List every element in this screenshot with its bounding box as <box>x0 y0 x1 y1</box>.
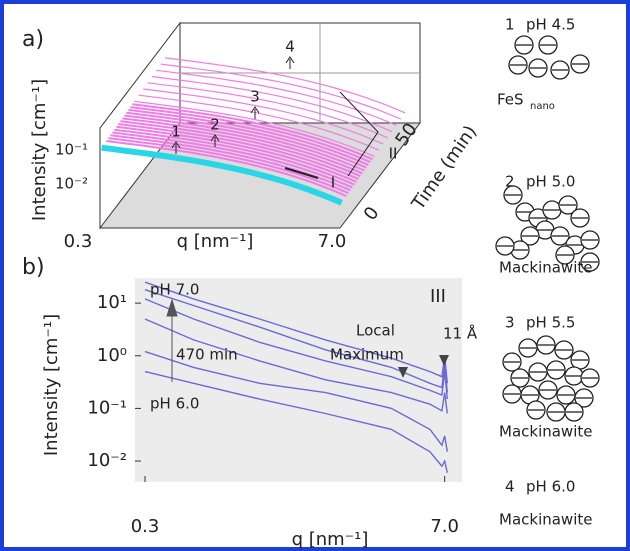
annotation: III <box>430 286 446 307</box>
panel-label: b) <box>22 255 45 280</box>
y-label: Intensity [cm⁻¹] <box>29 79 50 221</box>
marker-label: 2 <box>210 116 220 134</box>
step-caption: FeS <box>497 91 524 109</box>
step-number: 1 <box>505 16 515 34</box>
marker-label: 1 <box>171 123 181 141</box>
annotation: pH 7.0 <box>150 281 199 299</box>
x-tick-label: 0.3 <box>64 231 93 252</box>
step-ph: pH 6.0 <box>526 478 575 496</box>
marker-label: 3 <box>250 88 260 106</box>
y-tick-label: 10⁻¹ <box>87 397 127 418</box>
y-tick-label: 10⁻² <box>55 175 88 193</box>
step-ph: pH 4.5 <box>526 16 575 34</box>
x-label: q [nm⁻¹] <box>292 529 369 550</box>
figure: a) Intensity [cm⁻¹] 10⁻¹ 10⁻² 0.3 7.0 q … <box>0 0 630 551</box>
x-tick-label: 7.0 <box>318 231 347 252</box>
panel-label: a) <box>22 27 44 52</box>
annotation: Maximum <box>330 346 404 364</box>
y-tick-label: 10⁻¹ <box>55 141 88 159</box>
y-tick-label: 10⁰ <box>97 345 127 366</box>
step-caption: Mackinawite <box>499 423 592 441</box>
step-ph: pH 5.0 <box>526 173 575 191</box>
step-caption: Mackinawite <box>499 511 592 529</box>
x-tick-label: 0.3 <box>131 516 160 537</box>
step-number: 3 <box>505 314 515 332</box>
region-label: I <box>331 174 335 192</box>
annotation: 11 Å <box>443 324 478 343</box>
x-tick-label: 7.0 <box>430 516 459 537</box>
step-number: 4 <box>505 478 515 496</box>
annotation: 470 min <box>176 346 238 364</box>
region-label: II <box>389 145 398 163</box>
step-ph: pH 5.5 <box>526 314 575 332</box>
step-subscript: nano <box>530 101 555 112</box>
step-caption: Mackinawite <box>499 259 592 277</box>
y-tick-label: 10⁻² <box>87 450 127 471</box>
annotation: Local <box>356 322 395 340</box>
y-label: Intensity [cm⁻¹] <box>41 314 62 456</box>
x-label: q [nm⁻¹] <box>177 231 254 252</box>
y-tick-label: 10¹ <box>97 292 127 313</box>
plot-area <box>135 278 462 482</box>
annotation: pH 6.0 <box>150 395 199 413</box>
marker-label: 4 <box>285 38 295 56</box>
